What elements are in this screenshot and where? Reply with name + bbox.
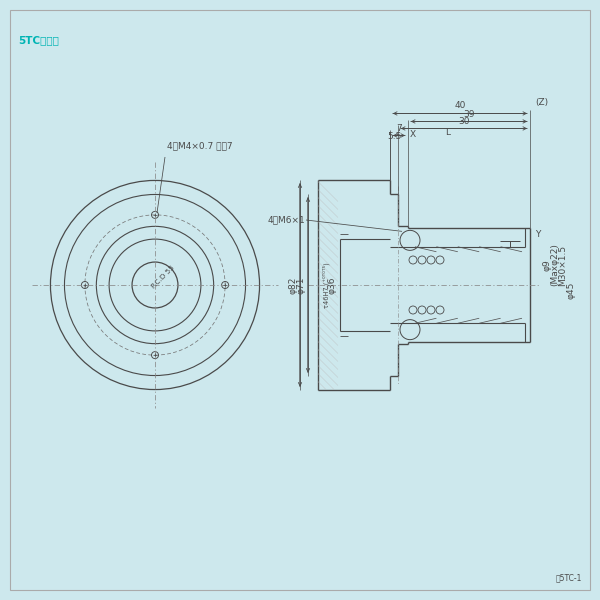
Text: (Z): (Z) xyxy=(535,98,548,107)
Text: φ71: φ71 xyxy=(297,276,306,294)
Text: 4－M6×1: 4－M6×1 xyxy=(267,215,305,224)
Text: 5.5: 5.5 xyxy=(387,133,401,142)
Text: (Maxφ22): (Maxφ22) xyxy=(550,244,559,286)
Text: P.C.D 55: P.C.D 55 xyxy=(151,265,176,290)
Text: 39: 39 xyxy=(463,110,475,119)
Text: 図5TC-1: 図5TC-1 xyxy=(556,573,582,582)
Text: 30: 30 xyxy=(458,118,470,127)
Text: φ82: φ82 xyxy=(289,277,298,293)
Text: φ36: φ36 xyxy=(328,276,337,294)
Text: 5TC寸法図: 5TC寸法図 xyxy=(18,35,59,45)
Text: 7: 7 xyxy=(396,124,402,133)
Text: 4－M4×0.7 深サ7: 4－M4×0.7 深サ7 xyxy=(167,141,233,150)
Text: 40: 40 xyxy=(454,101,466,110)
Text: X: X xyxy=(410,130,416,139)
Text: φ9: φ9 xyxy=(542,259,551,271)
Text: φ45: φ45 xyxy=(566,281,575,299)
Text: τ46H7 (⁺⁰ᵀ⁰ᵀ⁵): τ46H7 (⁺⁰ᵀ⁰ᵀ⁵) xyxy=(322,262,330,308)
Text: M30×1.5: M30×1.5 xyxy=(558,244,567,286)
Text: L: L xyxy=(445,128,451,137)
Text: Y: Y xyxy=(535,230,541,239)
